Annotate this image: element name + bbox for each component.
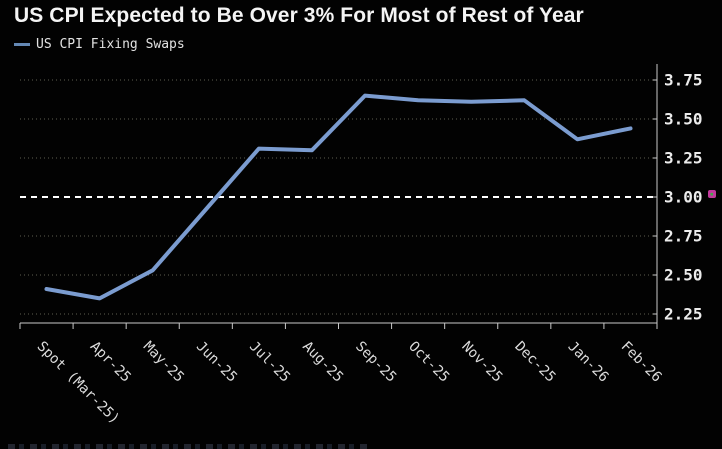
cpi-swaps-series-line[interactable] xyxy=(44,93,633,301)
x-tick-label-feb-26: Feb-26 xyxy=(618,339,665,386)
legend[interactable]: US CPI Fixing Swaps xyxy=(14,37,185,52)
y-tick-label-3.00: 3.00 xyxy=(664,188,703,207)
x-tick-label-nov-25: Nov-25 xyxy=(458,339,505,386)
chart-title: US CPI Expected to Be Over 3% For Most o… xyxy=(14,4,584,27)
y-tick-label-2.50: 2.50 xyxy=(664,266,703,285)
series-line-swatch xyxy=(14,43,30,46)
x-tick-label-oct-25: Oct-25 xyxy=(405,339,452,386)
pink-annotation-icon xyxy=(708,190,716,198)
x-tick-label-jul-25: Jul-25 xyxy=(246,339,293,386)
x-tick-label-dec-25: Dec-25 xyxy=(511,339,558,386)
y-tick-label-3.25: 3.25 xyxy=(664,149,703,168)
x-tick-label-apr-25: Apr-25 xyxy=(87,339,134,386)
y-tick-label-3.75: 3.75 xyxy=(664,71,703,90)
y-tick-label-3.50: 3.50 xyxy=(664,110,703,129)
x-tick-label-jun-25: Jun-25 xyxy=(193,339,240,386)
x-tick-label-aug-25: Aug-25 xyxy=(299,339,346,386)
y-tick-label-2.75: 2.75 xyxy=(664,227,703,246)
x-tick-label-sep-25: Sep-25 xyxy=(352,339,399,386)
x-tick-label-jan-26: Jan-26 xyxy=(565,339,612,386)
legend-label: US CPI Fixing Swaps xyxy=(36,37,185,52)
cutoff-text-fragment xyxy=(8,444,368,449)
y-tick-label-2.25: 2.25 xyxy=(664,305,703,324)
x-tick-label-may-25: May-25 xyxy=(140,339,187,386)
